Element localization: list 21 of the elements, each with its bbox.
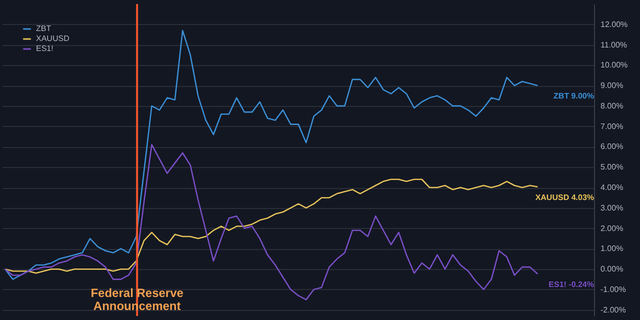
- text: ZBT 9.00%: [554, 92, 594, 101]
- y-tick-label: 3.00%: [600, 203, 624, 212]
- y-tick-label: 1.00%: [600, 244, 624, 254]
- legend-label: XAUUSD: [36, 34, 70, 43]
- y-tick-label: 9.00%: [600, 81, 624, 90]
- y-tick-label: 11.00%: [600, 40, 628, 50]
- y-tick-label: 10.00%: [600, 60, 628, 70]
- y-tick-label: -1.00%: [600, 284, 626, 294]
- y-tick-label: 4.00%: [600, 183, 624, 192]
- text: XAUUSD 4.03%: [535, 192, 594, 202]
- y-tick-label: 12.00%: [600, 20, 628, 29]
- legend-label: ZBT: [36, 24, 52, 33]
- y-tick-label: 8.00%: [600, 101, 624, 110]
- text: ES1! -0.24%: [548, 280, 594, 289]
- y-tick-label: 5.00%: [600, 162, 624, 172]
- y-tick-label: 6.00%: [600, 142, 624, 152]
- legend-label: ES1!: [36, 44, 54, 53]
- y-tick-label: 2.00%: [600, 224, 624, 233]
- y-tick-label: -2.00%: [600, 305, 626, 314]
- y-tick-label: 0.00%: [600, 264, 624, 274]
- y-tick-label: 7.00%: [600, 122, 624, 131]
